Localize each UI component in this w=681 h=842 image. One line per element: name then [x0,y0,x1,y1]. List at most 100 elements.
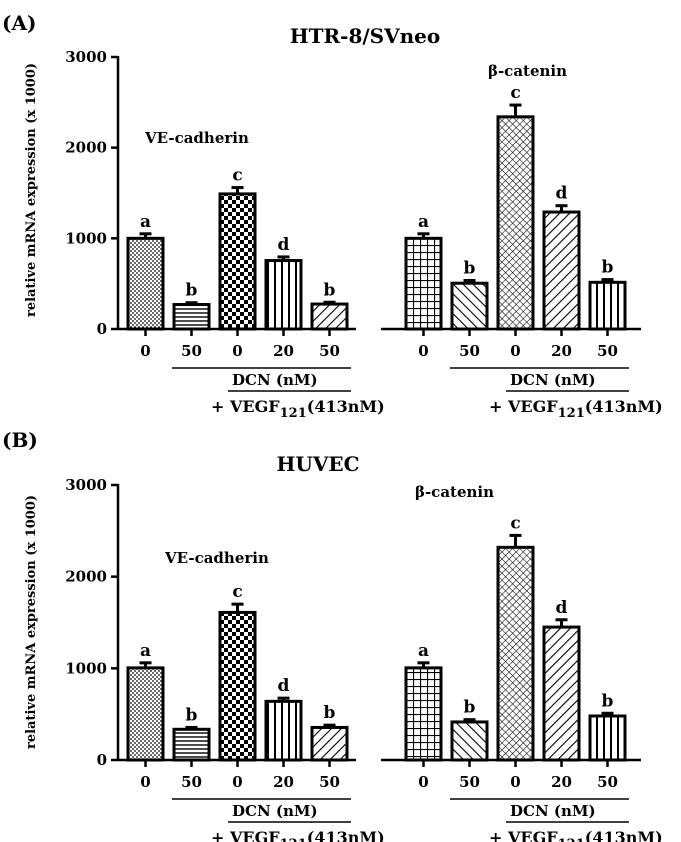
bar [450,720,489,762]
x-tick-label: 50 [181,342,202,360]
panel-b-label: (B) [2,428,38,452]
significance-letter: d [278,235,290,255]
bar [496,545,535,762]
bar [588,280,627,331]
dcn-label: DCN (nM) [232,371,318,389]
bar [404,236,443,331]
y-tick-label: 2000 [65,568,107,586]
vegf-label: + VEGF121(413nM) [489,828,663,842]
y-tick-label: 0 [97,320,107,338]
bar [542,210,581,331]
vegf-subscript: 121 [558,837,585,842]
panel-b-plot: 0100020003000VE-cadherina0b50c0d20b50DCN… [65,476,662,842]
panel-a-plot: 0100020003000VE-cadherina0b50c0d20b50DCN… [65,48,662,421]
x-tick-label: 20 [273,342,294,360]
vegf-label: + VEGF121(413nM) [211,397,385,421]
significance-letter: d [278,676,290,696]
x-tick-label: 50 [459,773,480,791]
dcn-label: DCN (nM) [510,802,596,820]
bar [496,115,535,331]
x-tick-label: 20 [551,773,572,791]
bar [310,302,349,331]
significance-letter: b [602,258,614,278]
significance-letter: c [510,83,520,103]
x-tick-label: 50 [181,773,202,791]
significance-letter: b [602,691,614,711]
x-tick-label: 50 [319,773,340,791]
significance-letter: a [140,641,151,661]
vegf-prefix: + [489,397,508,416]
x-tick-label: 0 [140,342,150,360]
significance-letter: a [418,641,429,661]
x-tick-label: 20 [551,342,572,360]
bar [218,610,257,762]
vegf-concentration: (413nM) [585,828,663,842]
vegf-main: VEGF [507,828,558,842]
vegf-subscript: 121 [558,406,585,421]
vegf-label: + VEGF121(413nM) [489,397,663,421]
significance-letter: b [324,280,336,300]
vegf-main: VEGF [229,828,280,842]
vegf-prefix: + [211,397,230,416]
dcn-label: DCN (nM) [510,371,596,389]
x-tick-label: 0 [232,342,242,360]
panel-b: (B) HUVEC relative mRNA expression (x 10… [2,428,663,842]
x-tick-label: 0 [510,342,520,360]
vegf-prefix: + [489,828,508,842]
group-label: VE-cadherin [164,549,269,567]
x-tick-label: 0 [232,773,242,791]
vegf-subscript: 121 [280,406,307,421]
significance-letter: c [232,166,242,186]
panel-a: (A) HTR-8/SVneo relative mRNA expression… [2,11,663,421]
group-label: VE-cadherin [144,129,249,147]
significance-letter: c [232,582,242,602]
x-tick-label: 50 [597,342,618,360]
x-tick-label: 50 [459,342,480,360]
bar [542,625,581,762]
panel-a-ylabel: relative mRNA expression (x 1000) [24,63,39,317]
vegf-subscript: 121 [280,837,307,842]
bar [126,666,165,762]
x-tick-label: 0 [418,773,428,791]
significance-letter: c [510,513,520,533]
vegf-concentration: (413nM) [307,397,385,416]
y-tick-label: 0 [97,751,107,769]
bar [264,259,303,331]
panel-a-label: (A) [2,11,36,35]
significance-letter: a [418,212,429,232]
bar [172,303,211,331]
x-tick-label: 50 [597,773,618,791]
y-tick-label: 1000 [65,659,107,677]
y-tick-label: 3000 [65,48,107,66]
bar [264,699,303,762]
x-tick-label: 0 [418,342,428,360]
panel-a-title: HTR-8/SVneo [290,24,441,48]
group-label: β-catenin [488,62,567,80]
x-tick-label: 0 [510,773,520,791]
significance-letter: d [556,598,568,618]
vegf-prefix: + [211,828,230,842]
vegf-main: VEGF [507,397,558,416]
vegf-concentration: (413nM) [585,397,663,416]
x-tick-label: 20 [273,773,294,791]
bar [126,236,165,331]
x-tick-label: 50 [319,342,340,360]
bar [172,727,211,762]
x-tick-label: 0 [140,773,150,791]
vegf-label: + VEGF121(413nM) [211,828,385,842]
panel-b-ylabel: relative mRNA expression (x 1000) [24,495,39,749]
bar [218,192,257,331]
bar [310,725,349,762]
bar [450,281,489,331]
vegf-concentration: (413nM) [307,828,385,842]
significance-letter: b [186,281,198,301]
significance-letter: b [324,703,336,723]
vegf-main: VEGF [229,397,280,416]
bar [404,666,443,762]
y-tick-label: 3000 [65,476,107,494]
significance-letter: d [556,184,568,204]
significance-letter: b [464,258,476,278]
significance-letter: b [464,698,476,718]
group-label: β-catenin [415,483,494,501]
